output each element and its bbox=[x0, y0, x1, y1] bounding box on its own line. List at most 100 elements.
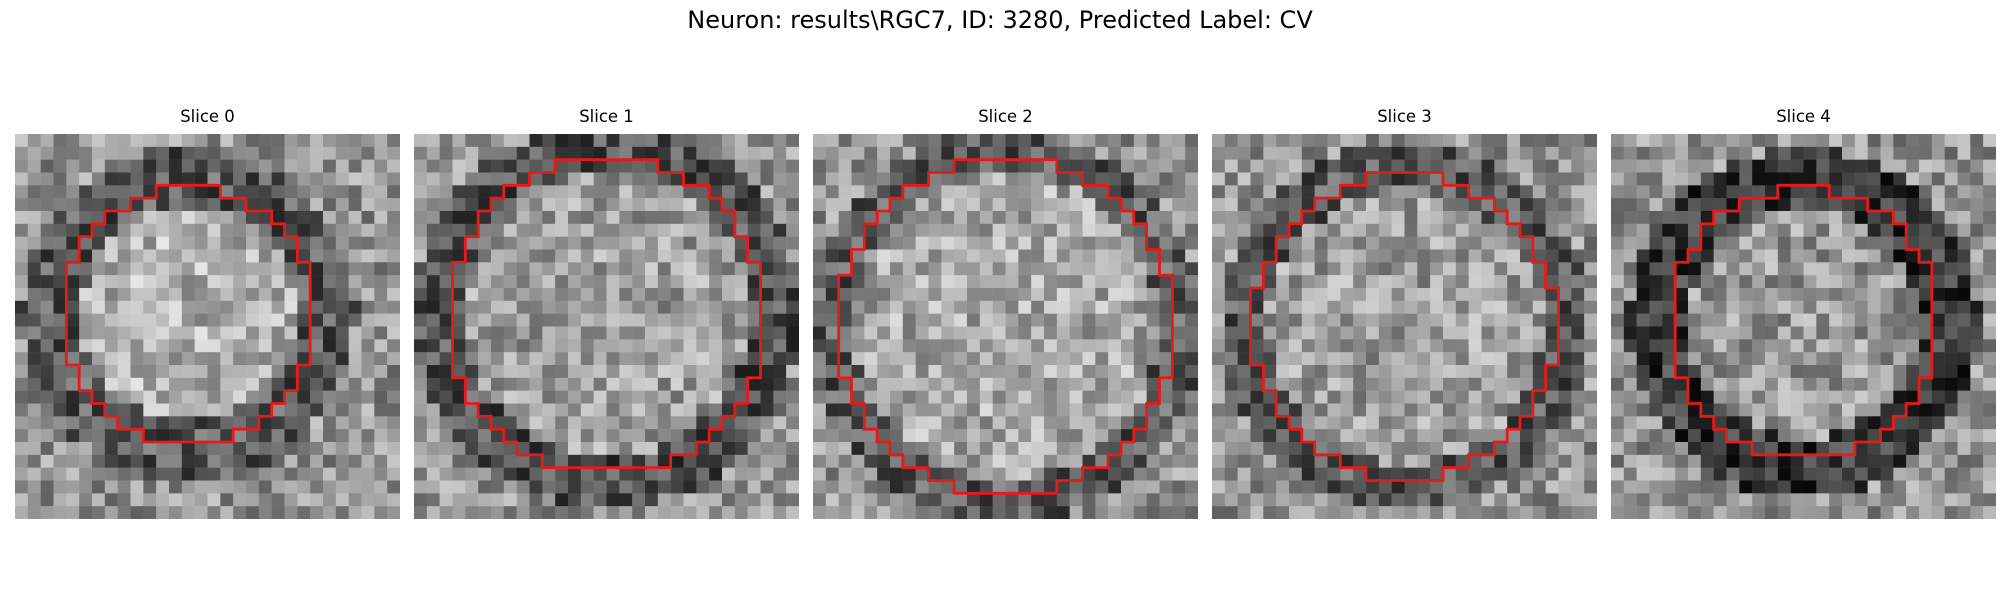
pixel bbox=[1044, 223, 1058, 237]
pixel bbox=[1944, 390, 1958, 404]
pixel bbox=[1893, 390, 1907, 404]
pixel bbox=[1082, 223, 1096, 237]
pixel bbox=[310, 429, 324, 443]
pixel bbox=[709, 146, 723, 160]
pixel bbox=[580, 365, 594, 379]
pixel bbox=[143, 429, 157, 443]
pixel bbox=[542, 159, 556, 173]
pixel bbox=[1455, 300, 1469, 314]
pixel bbox=[709, 416, 723, 430]
pixel bbox=[1056, 467, 1070, 481]
pixel bbox=[1931, 172, 1945, 186]
pixel bbox=[709, 159, 723, 173]
pixel bbox=[760, 288, 774, 302]
pixel bbox=[374, 146, 388, 160]
pixel bbox=[452, 326, 466, 340]
pixel bbox=[1095, 480, 1109, 494]
pixel bbox=[1056, 454, 1070, 468]
pixel bbox=[361, 134, 375, 148]
pixel bbox=[130, 198, 144, 212]
pixel bbox=[1688, 326, 1702, 340]
pixel bbox=[1276, 146, 1290, 160]
pixel bbox=[156, 223, 170, 237]
pixel bbox=[555, 185, 569, 199]
pixel bbox=[1957, 146, 1971, 160]
pixel bbox=[297, 172, 311, 186]
pixel bbox=[452, 223, 466, 237]
pixel bbox=[760, 454, 774, 468]
pixel bbox=[194, 185, 208, 199]
pixel bbox=[271, 416, 285, 430]
pixel bbox=[1558, 275, 1572, 289]
pixel bbox=[1056, 326, 1070, 340]
pixel bbox=[233, 134, 247, 148]
pixel bbox=[1082, 352, 1096, 366]
pixel bbox=[1713, 480, 1727, 494]
pixel bbox=[414, 236, 428, 250]
pixel bbox=[773, 390, 787, 404]
pixel bbox=[1726, 185, 1740, 199]
pixel bbox=[1790, 403, 1804, 417]
pixel bbox=[207, 146, 221, 160]
pixel bbox=[1301, 480, 1315, 494]
pixel bbox=[143, 416, 157, 430]
pixel bbox=[1443, 390, 1457, 404]
pixel bbox=[825, 211, 839, 225]
pixel bbox=[1829, 134, 1843, 148]
pixel bbox=[491, 506, 505, 519]
pixel bbox=[1146, 506, 1160, 519]
pixel bbox=[1314, 467, 1328, 481]
pixel bbox=[53, 454, 67, 468]
pixel bbox=[1430, 352, 1444, 366]
pixel bbox=[1301, 288, 1315, 302]
pixel bbox=[1185, 506, 1198, 519]
pixel bbox=[1301, 262, 1315, 276]
pixel bbox=[1842, 198, 1856, 212]
pixel bbox=[1133, 134, 1147, 148]
pixel bbox=[1713, 467, 1727, 481]
pixel bbox=[1301, 326, 1315, 340]
pixel bbox=[1417, 172, 1431, 186]
pixel bbox=[838, 313, 852, 327]
pixel bbox=[864, 134, 878, 148]
pixel bbox=[92, 442, 106, 456]
pixel bbox=[1481, 275, 1495, 289]
pixel bbox=[1327, 416, 1341, 430]
pixel bbox=[734, 326, 748, 340]
pixel bbox=[439, 172, 453, 186]
pixel bbox=[1146, 172, 1160, 186]
pixel bbox=[1031, 249, 1045, 263]
slice-image-svg-1 bbox=[414, 134, 799, 519]
pixel bbox=[645, 288, 659, 302]
pixel bbox=[194, 467, 208, 481]
pixel bbox=[478, 442, 492, 456]
pixel bbox=[1018, 249, 1032, 263]
pixel bbox=[1443, 300, 1457, 314]
pixel bbox=[130, 377, 144, 391]
pixel bbox=[1224, 300, 1238, 314]
pixel bbox=[1829, 223, 1843, 237]
pixel bbox=[1443, 198, 1457, 212]
pixel bbox=[1571, 223, 1585, 237]
pixel bbox=[1829, 493, 1843, 507]
pixel bbox=[310, 198, 324, 212]
pixel bbox=[1739, 288, 1753, 302]
pixel bbox=[323, 313, 337, 327]
pixel bbox=[66, 339, 80, 353]
pixel bbox=[348, 416, 362, 430]
pixel bbox=[1417, 275, 1431, 289]
pixel bbox=[348, 326, 362, 340]
pixel bbox=[1263, 249, 1277, 263]
pixel bbox=[1931, 236, 1945, 250]
pixel bbox=[838, 365, 852, 379]
pixel bbox=[1854, 403, 1868, 417]
pixel bbox=[1970, 159, 1984, 173]
pixel bbox=[1056, 493, 1070, 507]
pixel bbox=[1867, 146, 1881, 160]
pixel bbox=[683, 506, 697, 519]
pixel bbox=[1611, 377, 1625, 391]
pixel bbox=[606, 326, 620, 340]
pixel bbox=[1636, 377, 1650, 391]
pixel bbox=[1931, 403, 1945, 417]
pixel bbox=[1867, 390, 1881, 404]
